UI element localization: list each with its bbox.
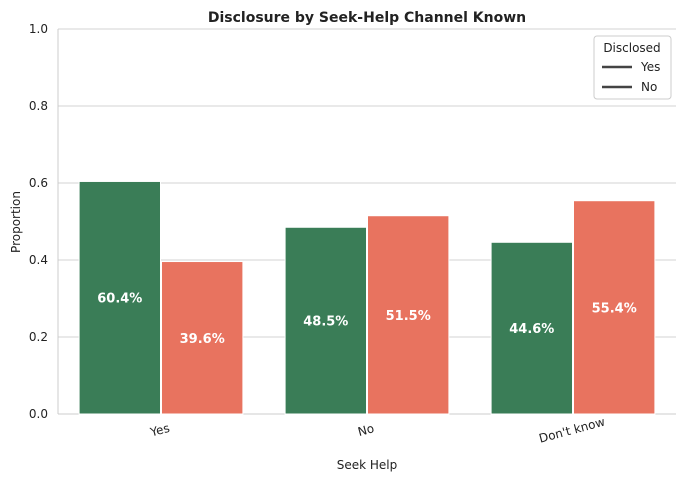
legend-label-no: No <box>641 80 657 94</box>
x-tick-labels: Yes No Don't know <box>148 415 607 446</box>
legend-title: Disclosed <box>603 41 660 55</box>
y-tick-label: 1.0 <box>29 22 48 36</box>
legend: Disclosed Yes No <box>593 35 672 100</box>
bar-data-label: 44.6% <box>509 322 554 337</box>
x-tick-label: Yes <box>148 421 171 440</box>
bar-no-1 <box>367 215 450 415</box>
legend-box <box>593 35 672 100</box>
x-tick-label: Don't know <box>537 415 606 446</box>
x-axis-label: Seek Help <box>337 458 398 472</box>
bar-data-label: 60.4% <box>97 292 142 307</box>
bar-no-2 <box>573 200 656 415</box>
bar-labels: 60.4% 39.6% 48.5% 51.5% 44.6% 55.4% <box>97 292 637 347</box>
x-tick-label: No <box>356 421 375 439</box>
bar-yes-0 <box>78 180 161 415</box>
y-tick-label: 0.8 <box>29 99 48 113</box>
y-tick-label: 0.6 <box>29 176 48 190</box>
legend-label-yes: Yes <box>640 60 660 74</box>
chart-title: Disclosure by Seek-Help Channel Known <box>208 10 526 26</box>
y-tick-label: 0.0 <box>29 407 48 421</box>
bar-yes-1 <box>284 226 368 415</box>
bar-data-label: 55.4% <box>592 301 637 316</box>
bars <box>78 180 656 415</box>
bar-data-label: 51.5% <box>386 309 431 324</box>
bar-data-label: 39.6% <box>180 332 225 347</box>
y-axis-label: Proportion <box>9 191 23 253</box>
y-tick-label: 0.2 <box>29 330 48 344</box>
bar-no-0 <box>161 261 244 415</box>
y-tick-labels: 0.0 0.2 0.4 0.6 0.8 1.0 <box>29 22 48 421</box>
bar-data-label: 48.5% <box>303 315 348 330</box>
bar-yes-2 <box>490 241 574 415</box>
y-tick-label: 0.4 <box>29 253 48 267</box>
